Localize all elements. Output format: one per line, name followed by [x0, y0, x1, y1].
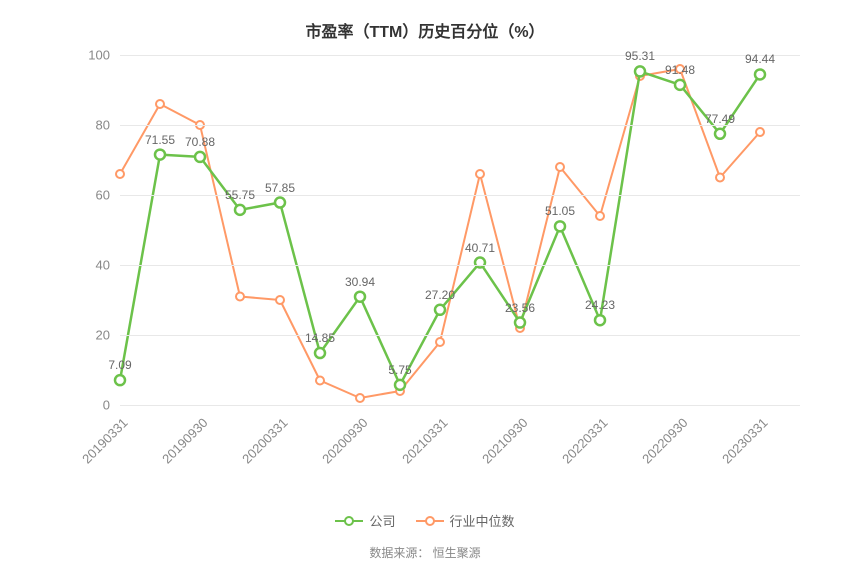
source-label: 数据来源：: [369, 546, 429, 560]
data-label: 14.85: [305, 331, 335, 345]
series-marker: [315, 348, 325, 358]
data-label: 24.23: [585, 298, 615, 312]
gridline: [120, 55, 800, 56]
series-marker: [195, 152, 205, 162]
data-label: 7.09: [108, 358, 131, 372]
y-tick-label: 40: [96, 258, 110, 273]
series-marker: [115, 375, 125, 385]
series-marker: [555, 221, 565, 231]
gridline: [120, 335, 800, 336]
legend-line-icon: [416, 520, 444, 522]
series-marker: [475, 258, 485, 268]
chart-svg: [120, 55, 800, 405]
legend-item[interactable]: 行业中位数: [416, 511, 515, 530]
series-marker: [755, 69, 765, 79]
data-label: 40.71: [465, 241, 495, 255]
legend-marker-icon: [344, 516, 354, 526]
data-label: 77.49: [705, 112, 735, 126]
x-tick-label: 20210331: [399, 415, 451, 467]
data-label: 71.55: [145, 133, 175, 147]
series-marker: [715, 129, 725, 139]
data-label: 30.94: [345, 275, 375, 289]
series-marker: [275, 198, 285, 208]
y-tick-label: 80: [96, 118, 110, 133]
series-marker: [635, 66, 645, 76]
y-tick-label: 60: [96, 188, 110, 203]
series-line-1: [120, 69, 760, 398]
series-marker: [355, 292, 365, 302]
legend-item[interactable]: 公司: [335, 511, 395, 530]
y-tick-label: 100: [88, 48, 110, 63]
legend-line-icon: [335, 520, 363, 522]
x-tick-label: 20230331: [719, 415, 771, 467]
data-label: 95.31: [625, 49, 655, 63]
gridline: [120, 405, 800, 406]
y-tick-label: 0: [103, 398, 110, 413]
data-label: 23.56: [505, 301, 535, 315]
series-marker: [756, 128, 764, 136]
data-label: 55.75: [225, 188, 255, 202]
gridline: [120, 265, 800, 266]
data-label: 94.44: [745, 52, 775, 66]
x-tick-label: 20200930: [319, 415, 371, 467]
series-marker: [155, 150, 165, 160]
series-marker: [556, 163, 564, 171]
legend: 公司 行业中位数: [0, 509, 850, 531]
series-marker: [435, 305, 445, 315]
series-marker: [436, 338, 444, 346]
x-tick-label: 20190930: [159, 415, 211, 467]
series-marker: [276, 296, 284, 304]
series-marker: [675, 80, 685, 90]
plot-area: 0204060801002019033120190930202003312020…: [120, 55, 800, 405]
x-tick-label: 20220331: [559, 415, 611, 467]
legend-marker-icon: [425, 516, 435, 526]
series-marker: [356, 394, 364, 402]
data-label: 70.88: [185, 135, 215, 149]
series-marker: [116, 170, 124, 178]
series-marker: [595, 315, 605, 325]
data-label: 57.85: [265, 181, 295, 195]
series-marker: [316, 377, 324, 385]
gridline: [120, 125, 800, 126]
series-marker: [236, 293, 244, 301]
legend-label: 公司: [369, 511, 395, 530]
series-marker: [596, 212, 604, 220]
x-tick-label: 20210930: [479, 415, 531, 467]
x-tick-label: 20200331: [239, 415, 291, 467]
series-marker: [476, 170, 484, 178]
source-text: 数据来源： 恒生聚源: [0, 544, 850, 561]
series-marker: [515, 318, 525, 328]
chart-container: 市盈率（TTM）历史百分位（%） 02040608010020190331201…: [0, 0, 850, 575]
y-tick-label: 20: [96, 328, 110, 343]
series-marker: [716, 174, 724, 182]
gridline: [120, 195, 800, 196]
series-marker: [235, 205, 245, 215]
data-label: 5.75: [388, 363, 411, 377]
x-tick-label: 20190331: [79, 415, 131, 467]
series-marker: [156, 100, 164, 108]
data-label: 91.48: [665, 63, 695, 77]
chart-title: 市盈率（TTM）历史百分位（%）: [0, 0, 850, 42]
source-value: 恒生聚源: [433, 546, 481, 560]
x-tick-label: 20220930: [639, 415, 691, 467]
data-label: 27.20: [425, 288, 455, 302]
data-label: 51.05: [545, 204, 575, 218]
legend-label: 行业中位数: [450, 511, 515, 530]
series-marker: [395, 380, 405, 390]
